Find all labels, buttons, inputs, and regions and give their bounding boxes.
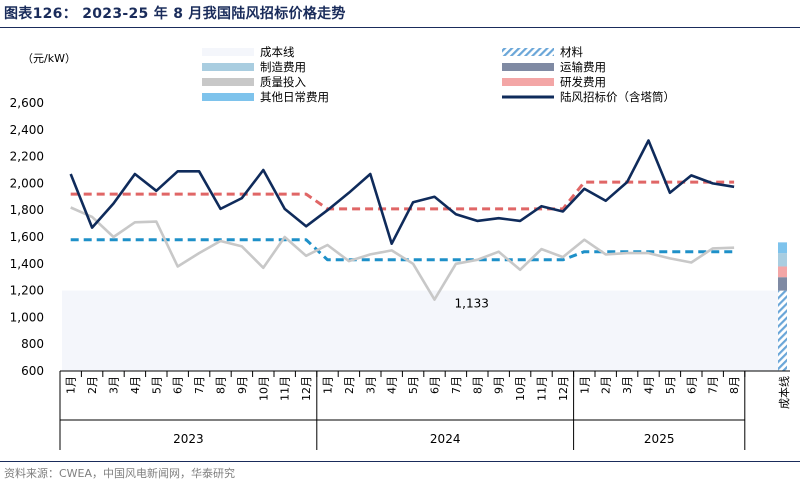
x-tick-label: 6月 — [172, 376, 185, 394]
legend-material-swatch — [502, 48, 554, 56]
x-tick-label: 11月 — [279, 376, 292, 401]
legend-cost-line-label: 成本线 — [260, 45, 295, 59]
legend-transport-label: 运输费用 — [560, 60, 606, 74]
legend-manufacturing-swatch — [202, 63, 254, 71]
x-tick-label: 3月 — [108, 376, 121, 394]
cost-line-band — [62, 290, 778, 371]
x-tick-label: 5月 — [407, 376, 420, 394]
x-tick-label: 12月 — [557, 376, 570, 401]
quality-input-line — [70, 206, 735, 301]
y-tick-label: 1,000 — [10, 310, 44, 324]
title-rule — [0, 27, 800, 28]
data-label: 1,133 — [455, 297, 489, 311]
legend-material-label: 材料 — [560, 45, 583, 59]
chart-title: 图表126： 2023-25 年 8 月我国陆风招标价格走势 — [4, 6, 346, 22]
x-tick-label: 10月 — [514, 376, 527, 401]
source-note: 资料来源：CWEA，中国风电新闻网，华泰研究 — [4, 467, 236, 480]
x-tick-label: 8月 — [728, 376, 741, 394]
manufacturing-segment — [778, 253, 787, 267]
legend-other-label: 其他日常费用 — [260, 90, 329, 104]
x-tick-label: 1月 — [65, 376, 78, 394]
legend-transport-swatch — [502, 63, 554, 71]
legend-bid-price-label: 陆风招标价（含塔筒） — [560, 90, 675, 104]
y-tick-label: 800 — [21, 337, 44, 351]
y-tick-label: 1,800 — [10, 203, 44, 217]
manufacturing-cost-dashed-line — [70, 238, 735, 262]
y-tick-label: 1,200 — [10, 284, 44, 298]
y-tick-label: 600 — [21, 364, 44, 378]
x-tick-label: 2月 — [343, 376, 356, 394]
y-tick-label: 2,200 — [10, 150, 44, 164]
x-tick-label: 9月 — [493, 376, 506, 394]
year-label: 2024 — [430, 432, 461, 446]
y-axis-unit-label: （元/kW） — [22, 52, 76, 65]
legend-rnd-swatch — [502, 78, 554, 86]
x-tick-label: 10月 — [257, 376, 270, 401]
x-tick-label: 8月 — [471, 376, 484, 394]
y-tick-label: 2,000 — [10, 176, 44, 190]
x-tick-label: 7月 — [707, 376, 720, 394]
x-tick-label: 7月 — [450, 376, 463, 394]
x-tick-label: 6月 — [429, 376, 442, 394]
x-tick-label: 5月 — [664, 376, 677, 394]
x-tick-label: 1月 — [322, 376, 335, 394]
x-tick-label: 4月 — [643, 376, 656, 394]
x-tick-label: 12月 — [300, 376, 313, 401]
bid-price-line — [69, 139, 735, 245]
y-tick-label: 1,600 — [10, 230, 44, 244]
legend-rnd-label: 研发费用 — [560, 75, 606, 89]
legend-quality-label: 质量投入 — [260, 75, 306, 89]
material-segment — [778, 290, 787, 371]
legend-cost-line-swatch — [202, 48, 254, 56]
y-tick-label: 2,400 — [10, 123, 44, 137]
rd-cost-dashed-line — [70, 180, 735, 211]
x-tick-label: 9月 — [236, 376, 249, 394]
x-tick-label-cost-line: 成本线 — [777, 376, 791, 409]
source-rule — [0, 461, 800, 462]
legend-other-swatch — [202, 93, 254, 101]
other-cost-segment — [778, 242, 787, 254]
legend-quality-swatch — [202, 78, 254, 86]
legend-manufacturing-label: 制造费用 — [260, 60, 306, 74]
x-tick-label: 2月 — [600, 376, 613, 394]
x-tick-label: 1月 — [578, 376, 591, 394]
x-tick-label: 2月 — [86, 376, 99, 394]
x-tick-label: 8月 — [215, 376, 228, 394]
x-tick-label: 7月 — [193, 376, 206, 394]
transport-segment — [778, 277, 787, 291]
x-tick-label: 5月 — [150, 376, 163, 394]
x-tick-label: 3月 — [364, 376, 377, 394]
rnd-segment — [778, 266, 787, 278]
x-tick-label: 11月 — [536, 376, 549, 401]
year-label: 2025 — [644, 432, 675, 446]
price-trend-chart: 600 800 1,000 1,200 1,400 1,600 1,800 2,000 2,20… — [10, 45, 791, 450]
x-tick-label: 3月 — [621, 376, 634, 394]
x-tick-label: 6月 — [685, 376, 698, 394]
year-label: 2023 — [173, 432, 204, 446]
y-tick-label: 2,600 — [10, 96, 44, 110]
x-tick-label: 4月 — [129, 376, 142, 394]
x-tick-label: 4月 — [386, 376, 399, 394]
y-tick-label: 1,400 — [10, 257, 44, 271]
